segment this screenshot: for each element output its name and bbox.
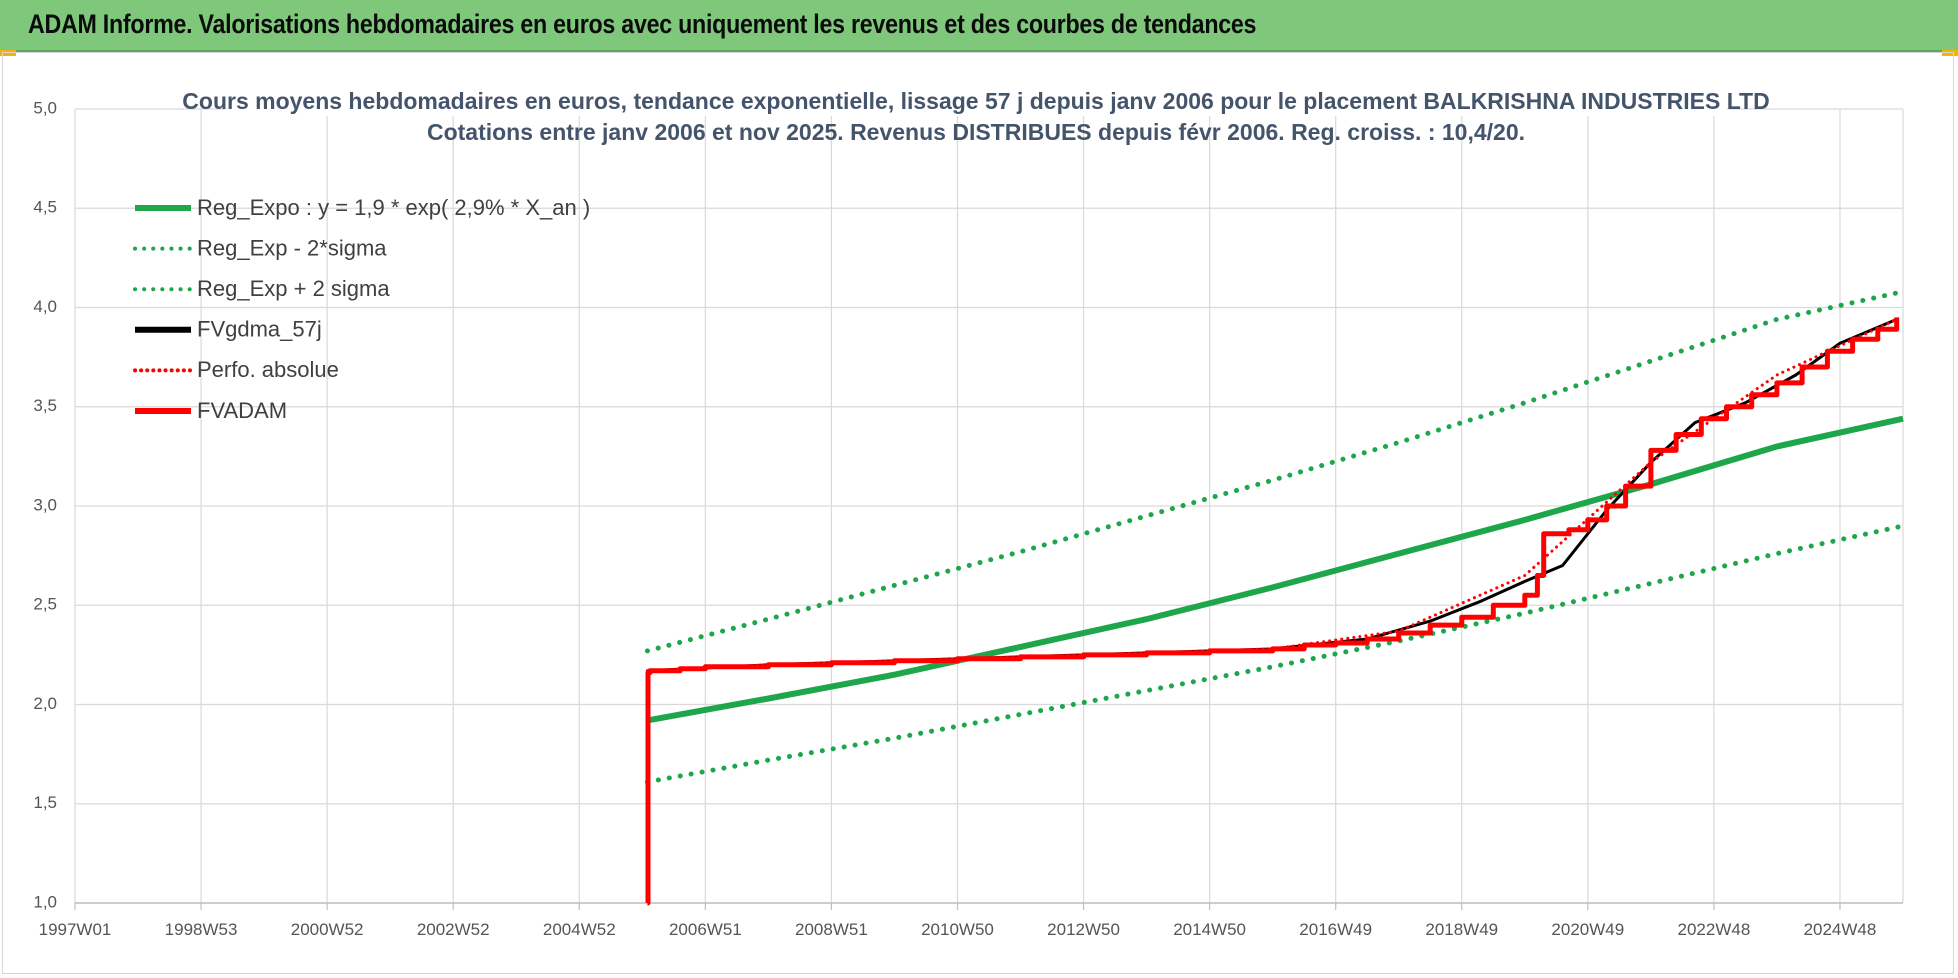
chart-title-line1: Cours moyens hebdomadaires en euros, ten… [182, 88, 1769, 114]
legend-label: FVADAM [197, 398, 287, 423]
report-header: ADAM Informe. Valorisations hebdomadaire… [0, 0, 1958, 52]
chart-legend: Reg_Expo : y = 1,9 * exp( 2,9% * X_an ) R… [133, 195, 590, 423]
y-tick-label: 3,5 [33, 396, 57, 415]
series-lines [644, 289, 1906, 906]
series-line-fvadam [645, 317, 1900, 906]
x-tick-label: 2004W52 [543, 920, 616, 939]
series-line-fvgdma-57j [647, 318, 1898, 673]
legend-label: FVgdma_57j [197, 317, 322, 342]
x-tick-label: 2022W48 [1678, 920, 1751, 939]
y-tick-label: 1,5 [33, 793, 57, 812]
x-tick-label: 2008W51 [795, 920, 868, 939]
series-line-perfo-absolue [645, 317, 1899, 673]
y-tick-label: 4,5 [33, 198, 57, 217]
x-tick-label: 2002W52 [417, 920, 490, 939]
legend-label: Reg_Expo : y = 1,9 * exp( 2,9% * X_an ) [197, 195, 590, 220]
x-tick-label: 2016W49 [1299, 920, 1372, 939]
legend-label: Reg_Exp - 2*sigma [197, 235, 387, 260]
x-tick-label: 2024W48 [1804, 920, 1877, 939]
legend-label: Perfo. absolue [197, 357, 339, 382]
x-tick-label: 2014W50 [1173, 920, 1246, 939]
y-tick-label: 5,0 [33, 98, 57, 117]
corner-marker-right [1942, 50, 1958, 56]
x-tick-label: 2000W52 [291, 920, 364, 939]
corner-marker-left [0, 50, 16, 56]
legend-label: Reg_Exp + 2 sigma [197, 276, 390, 301]
series-line-reg-exp-2-sigma [644, 289, 1906, 654]
y-axis-ticks: 1,0 1,5 2,0 2,5 3,0 3,5 4,0 4,5 5,0 [33, 98, 57, 911]
x-tick-label: 2010W50 [921, 920, 994, 939]
y-tick-label: 3,0 [33, 495, 57, 514]
chart-title-line2: Cotations entre janv 2006 et nov 2025. R… [427, 119, 1525, 145]
series-line-reg-exp-2-sigma [644, 523, 1906, 785]
x-tick-label: 2018W49 [1425, 920, 1498, 939]
series-line-reg-expo-y-1-9-exp-2-9-x-an [646, 415, 1904, 724]
x-tick-label: 2006W51 [669, 920, 742, 939]
x-tick-label: 2020W49 [1551, 920, 1624, 939]
chart-area [2, 52, 1954, 974]
x-axis-ticks: 1997W01 1998W53 2000W52 2002W52 2004W52 2006W… [39, 903, 1877, 939]
y-tick-label: 2,5 [33, 595, 57, 614]
grid-lines [74, 108, 1904, 904]
y-tick-label: 1,0 [33, 892, 57, 911]
x-tick-label: 1997W01 [39, 920, 112, 939]
x-tick-label: 2012W50 [1047, 920, 1120, 939]
title-backdrop-1 [225, 86, 1727, 116]
y-tick-label: 2,0 [33, 694, 57, 713]
report-title: ADAM Informe. Valorisations hebdomadaire… [28, 9, 1257, 39]
x-tick-label: 1998W53 [165, 920, 238, 939]
y-tick-label: 4,0 [33, 297, 57, 316]
